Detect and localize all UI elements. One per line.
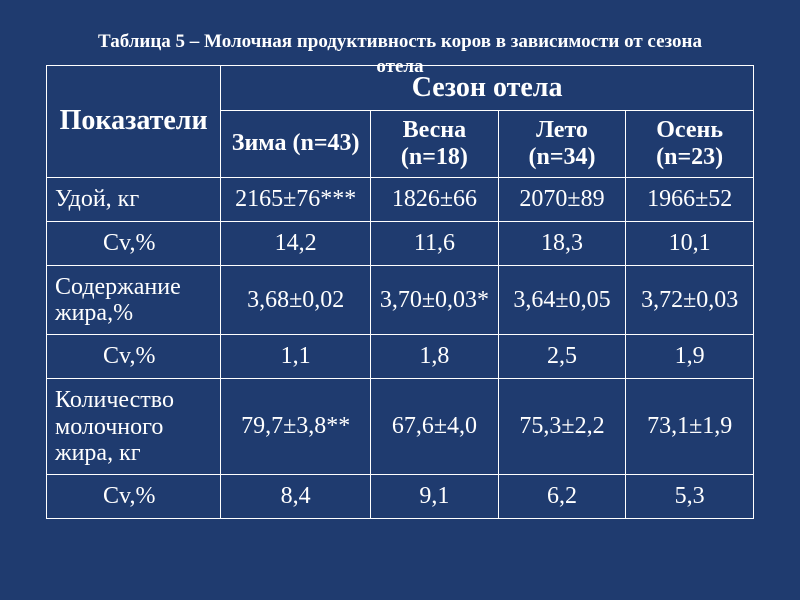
cell: 3,64±0,05 [498, 265, 626, 335]
cell: 1966±52 [626, 177, 754, 221]
cell: 9,1 [371, 475, 499, 519]
table-row: Содержание жира,% 3,68±0,02 3,70±0,03* 3… [47, 265, 754, 335]
cell: 8,4 [221, 475, 371, 519]
cell: 2070±89 [498, 177, 626, 221]
season-col-1: Весна (n=18) [371, 110, 499, 177]
season-col-0: Зима (n=43) [221, 110, 371, 177]
season-super-header: Сезон отела [221, 65, 754, 110]
cell: 3,72±0,03 [626, 265, 754, 335]
cell: 5,3 [626, 475, 754, 519]
row-label: Cv,% [47, 335, 221, 379]
row-header-label: Показатели [47, 65, 221, 177]
cell: 73,1±1,9 [626, 379, 754, 475]
cell: 67,6±4,0 [371, 379, 499, 475]
cell: 2,5 [498, 335, 626, 379]
row-label: Содержание жира,% [47, 265, 221, 335]
table-row: Количество молочного жира, кг 79,7±3,8**… [47, 379, 754, 475]
table-row: Cv,% 8,4 9,1 6,2 5,3 [47, 475, 754, 519]
cell: 6,2 [498, 475, 626, 519]
table-row: Удой, кг 2165±76*** 1826±66 2070±89 1966… [47, 177, 754, 221]
cell: 11,6 [371, 221, 499, 265]
cell: 75,3±2,2 [498, 379, 626, 475]
table-row: Cv,% 14,2 11,6 18,3 10,1 [47, 221, 754, 265]
row-label: Cv,% [47, 475, 221, 519]
row-label: Количество молочного жира, кг [47, 379, 221, 475]
cell: 14,2 [221, 221, 371, 265]
row-label: Удой, кг [47, 177, 221, 221]
caption-line1: Таблица 5 – Молочная продуктивность коро… [98, 31, 702, 52]
cell: 1,1 [221, 335, 371, 379]
cell: 1,8 [371, 335, 499, 379]
season-col-3: Осень (n=23) [626, 110, 754, 177]
cell: 3,70±0,03* [371, 265, 499, 335]
cell: 1826±66 [371, 177, 499, 221]
cell: 79,7±3,8** [221, 379, 371, 475]
cell: 10,1 [626, 221, 754, 265]
cell: 1,9 [626, 335, 754, 379]
row-label: Cv,% [47, 221, 221, 265]
productivity-table: Показатели Сезон отела Зима (n=43) Весна… [46, 65, 754, 520]
cell: 18,3 [498, 221, 626, 265]
table-row: Cv,% 1,1 1,8 2,5 1,9 [47, 335, 754, 379]
season-col-2: Лето (n=34) [498, 110, 626, 177]
cell: 3,68±0,02 [221, 265, 371, 335]
cell: 2165±76*** [221, 177, 371, 221]
